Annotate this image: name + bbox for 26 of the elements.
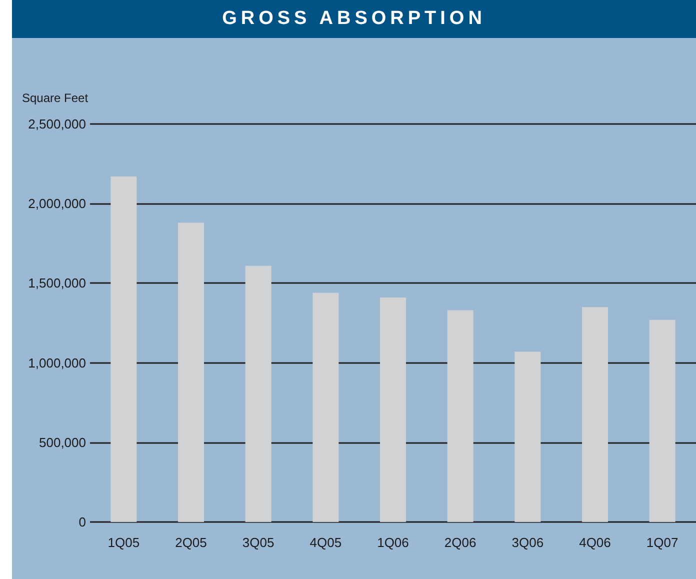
x-tick-label: 3Q05 xyxy=(242,535,274,550)
bar xyxy=(649,320,676,522)
x-tick-label: 2Q05 xyxy=(175,535,207,550)
bar xyxy=(312,292,339,522)
x-tick-label: 4Q06 xyxy=(579,535,611,550)
y-tick-label: 1,000,000 xyxy=(28,355,86,370)
bar xyxy=(582,307,608,522)
bar xyxy=(514,352,541,522)
y-tick-label: 1,500,000 xyxy=(28,276,86,291)
x-tick-label: 2Q06 xyxy=(444,535,476,550)
bar xyxy=(245,266,272,522)
x-tick-label: 3Q06 xyxy=(512,535,544,550)
bar xyxy=(447,310,474,522)
y-tick-label: 0 xyxy=(78,514,86,530)
x-tick-label: 4Q05 xyxy=(310,535,342,550)
y-axis-title: Square Feet xyxy=(22,91,89,105)
y-tick-label: 2,000,000 xyxy=(28,196,86,212)
y-tick-label: 2,500,000 xyxy=(28,116,86,132)
x-tick-label: 1Q05 xyxy=(108,535,140,550)
chart-title: GROSS ABSORPTION xyxy=(12,0,696,38)
y-tick-label: 500,000 xyxy=(39,434,86,450)
x-tick-label: 1Q06 xyxy=(377,535,409,550)
bar xyxy=(380,298,406,522)
bar xyxy=(110,176,137,522)
bar xyxy=(178,222,204,522)
x-tick-label: 1Q07 xyxy=(646,535,678,550)
